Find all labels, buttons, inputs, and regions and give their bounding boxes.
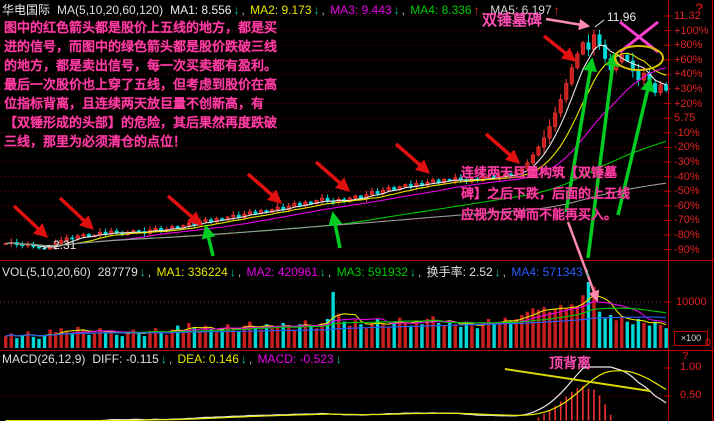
indicator-value: MA2: 9.173 ↓,	[250, 3, 329, 17]
divergence-label: 顶背离	[549, 355, 591, 371]
price-axis-label: -60%	[674, 199, 700, 212]
moving-average-lines	[5, 44, 667, 337]
note-line: 进的信号，而图中的绿色箭头都是股价跌破三线	[4, 39, 278, 54]
note-line: 图中的红色箭头都是股价上五线的地方，都是买	[4, 20, 278, 35]
tombstone-label: 双锤墓碑	[482, 12, 543, 29]
indicator-value: MA1: 336224 ↓,	[156, 265, 245, 279]
volume-axis-label: 10000	[676, 296, 707, 308]
low-price-label: 2.31	[53, 238, 77, 252]
price-panel-header: 华电国际 MA(5,10,20,60,120) MA1: 8.556 ↓, MA2: …	[2, 1, 562, 18]
indicator-value: MA5: 6.197 ↑	[490, 3, 560, 17]
price-axis: 11.32 +100% +80% +60% +40% +30% +20% 5.75 -10% -2…	[674, 0, 714, 260]
help-icon[interactable]: ?	[695, 0, 704, 16]
vol-values: 287779 ↓, MA1: 336224 ↓, MA2: 420961 ↓, MA3…	[98, 265, 593, 279]
indicator-value: MA1: 8.556 ↓,	[170, 3, 249, 17]
indicator-value: MA3: 9.443 ↓,	[330, 3, 409, 17]
note-line: 【双锤形成的头部】的危险，其后果然再度跌破	[4, 115, 278, 130]
macd-plot	[5, 366, 667, 421]
indicator-value: MA4: 8.336 ↑,	[410, 3, 489, 17]
note-line: 应视为反弹而不能再买入。	[461, 207, 618, 222]
price-axis-label: -70%	[674, 214, 700, 227]
drawn-annotations	[12, 17, 664, 303]
volume-bars	[4, 282, 668, 348]
price-axis-label: -10%	[674, 126, 700, 139]
ma-values: MA1: 8.556 ↓, MA2: 9.173 ↓, MA3: 9.443 ↓, M…	[170, 3, 562, 17]
left-annotation-note: 图中的红色箭头都是股价上五线的地方，都是买 进的信号，而图中的绿色箭头都是股价跌破…	[4, 18, 277, 151]
macd-values: DIFF: -0.115 ↓, DEA: 0.146 ↓, MACD: -0.523…	[92, 352, 343, 366]
note-line: 位指标背离，且连续两天放巨量不创新高，有	[4, 96, 265, 111]
price-axis-label: +60%	[674, 53, 703, 66]
vol-params-label: VOL(5,10,20,60)	[2, 265, 91, 279]
price-axis-label: +80%	[674, 39, 703, 52]
price-axis-label: -30%	[674, 156, 700, 168]
price-axis-label: -80%	[674, 229, 700, 241]
price-axis-label: 5.75	[674, 112, 696, 125]
indicator-value: 换手率: 2.52 ↓,	[426, 265, 510, 279]
note-line: 连续两天巨量构筑【双锤墓	[461, 165, 618, 180]
note-line: 最后一次股价也上穿了五线，但考虑到股价在高	[4, 77, 278, 92]
price-axis-label: -50%	[674, 185, 700, 198]
indicator-value: MA4: 571343 ↓	[511, 265, 591, 279]
price-axis-label: +20%	[674, 97, 703, 110]
macd-params-label: MACD(26,12,9)	[2, 352, 86, 366]
help-icon[interactable]: ?	[682, 350, 689, 362]
indicator-value: MACD: -0.523 ↓	[257, 352, 342, 366]
ma-params-label: MA(5,10,20,60,120)	[57, 3, 164, 17]
price-axis-label: -20%	[674, 141, 700, 154]
price-axis-label: +100%	[674, 24, 709, 37]
right-annotation-note: 连续两天巨量构筑【双锤墓 碑】之后下跌，后面的上五线 应视为反弹而不能再买入。	[461, 162, 630, 225]
note-line: 三线，那里为必须清仓的点位！	[4, 134, 187, 149]
volume-panel-header: VOL(5,10,20,60) 287779 ↓, MA1: 336224 ↓, MA…	[2, 263, 593, 280]
price-axis-label: 11.32	[674, 10, 701, 22]
volume-zero-label: 0	[705, 337, 712, 349]
volume-unit-badge: ×100	[674, 331, 708, 346]
price-axis-label: -40%	[674, 170, 700, 183]
price-axis-label: +30%	[674, 83, 703, 95]
note-line: 的地方，都是卖出信号，每一次买卖都有盈利。	[4, 58, 278, 73]
indicator-value: 287779 ↓,	[97, 265, 155, 279]
stock-name: 华电国际	[2, 3, 51, 17]
peak-price-label: 11.96	[607, 10, 637, 24]
indicator-value: MA2: 420961 ↓,	[246, 265, 335, 279]
macd-axis-label: 1.00	[680, 361, 702, 373]
macd-axis-label: 0.50	[680, 389, 702, 401]
price-axis-label: +40%	[674, 68, 703, 81]
price-axis-label: -90%	[674, 243, 700, 256]
macd-panel-header: MACD(26,12,9) DIFF: -0.115 ↓, DEA: 0.146 ↓,…	[2, 352, 344, 366]
indicator-value: DIFF: -0.115 ↓,	[92, 352, 176, 366]
note-line: 碑】之后下跌，后面的上五线	[461, 186, 631, 201]
indicator-value: DEA: 0.146 ↓,	[177, 352, 256, 366]
indicator-value: MA3: 591932 ↓,	[336, 265, 425, 279]
